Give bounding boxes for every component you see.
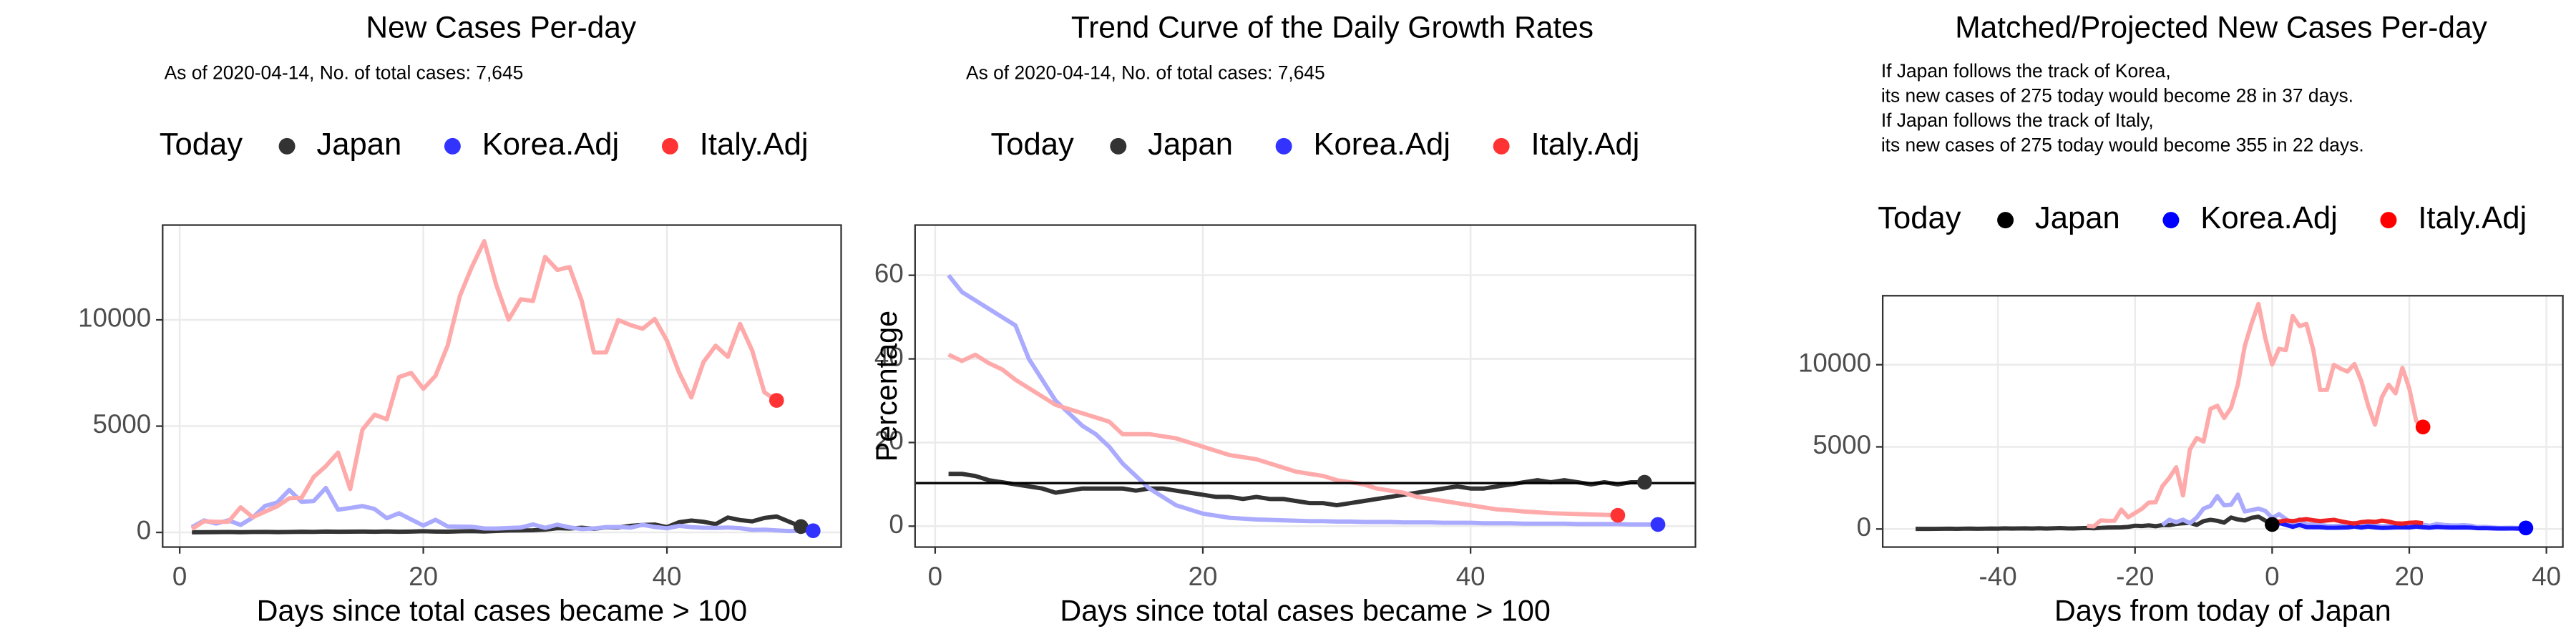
series-line — [2087, 301, 2425, 529]
plot-border — [914, 224, 1697, 548]
series-line — [190, 239, 778, 531]
legend-label: Japan — [2035, 201, 2120, 235]
legend-label: Italy.Adj — [1531, 127, 1639, 162]
y-tick-label: 60 — [874, 258, 904, 288]
x-tick-label: 20 — [2395, 562, 2424, 591]
chart-title: Matched/Projected New Cases Per-day — [1955, 11, 2487, 44]
subtitle: As of 2020-04-14, No. of total cases: 7,… — [966, 62, 1325, 83]
legend-label: Korea.Adj — [2200, 201, 2338, 235]
today-point — [2265, 517, 2280, 532]
plot-border — [162, 224, 842, 548]
plot-background — [914, 225, 1696, 547]
legend-label: Japan — [1148, 127, 1233, 162]
x-tick-label: 0 — [2265, 562, 2279, 591]
x-tick-label: 0 — [172, 562, 187, 591]
x-tick-label: 0 — [928, 562, 942, 591]
legend-marker — [1110, 137, 1127, 155]
y-tick-label: 10000 — [78, 303, 151, 333]
series-line — [948, 472, 1645, 508]
legend-marker — [2380, 212, 2397, 229]
subtitle: As of 2020-04-14, No. of total cases: 7,… — [165, 62, 524, 83]
y-tick-label: 5000 — [93, 409, 152, 439]
legend-label: Italy.Adj — [2418, 201, 2527, 235]
y-axis-label: Percentage — [870, 311, 903, 462]
today-point — [1650, 517, 1666, 532]
legend-title: Today — [160, 127, 243, 162]
plot-border — [1881, 295, 2564, 548]
legend-marker — [444, 137, 461, 155]
today-point — [2518, 520, 2534, 536]
legend-title: Today — [1878, 201, 1961, 235]
legend-label: Korea.Adj — [482, 127, 620, 162]
chart-title: Trend Curve of the Daily Growth Rates — [1071, 11, 1594, 44]
annotation: If Japan follows the track of Italy, — [1881, 109, 2154, 131]
chart-title: New Cases Per-day — [366, 11, 636, 44]
annotation: its new cases of 275 today would become … — [1881, 84, 2353, 106]
y-tick-label: 0 — [137, 516, 151, 545]
legend-label: Japan — [316, 127, 401, 162]
today-point — [1636, 474, 1652, 490]
series-line — [190, 485, 814, 534]
legend-title: Today — [990, 127, 1074, 162]
x-tick-label: 20 — [409, 562, 438, 591]
projection-line — [2271, 520, 2526, 531]
legend-label: Italy.Adj — [700, 127, 809, 162]
projection-line — [2271, 517, 2424, 527]
legend-marker — [1275, 137, 1292, 155]
y-tick-label: 0 — [889, 509, 903, 539]
legend-marker — [1493, 137, 1510, 155]
x-axis-label: Days since total cases became > 100 — [1060, 594, 1550, 627]
legend-marker — [1997, 212, 2014, 229]
x-tick-label: -20 — [2116, 562, 2154, 591]
x-tick-label: 40 — [1456, 562, 1485, 591]
annotation: If Japan follows the track of Korea, — [1881, 60, 2171, 82]
y-tick-label: 20 — [874, 426, 904, 455]
x-tick-label: 20 — [1189, 562, 1218, 591]
x-tick-label: -40 — [1979, 562, 2017, 591]
x-axis-label: Days from today of Japan — [2054, 594, 2391, 627]
today-point — [806, 523, 821, 539]
series-line — [947, 273, 1659, 527]
series-line — [947, 352, 1618, 518]
legend-label: Korea.Adj — [1313, 127, 1450, 162]
today-point — [1610, 507, 1626, 523]
plot-background — [162, 225, 841, 547]
annotation: its new cases of 275 today would become … — [1881, 134, 2364, 155]
y-tick-label: 10000 — [1798, 348, 1871, 377]
today-point — [794, 519, 809, 535]
x-tick-label: 40 — [653, 562, 682, 591]
series-line — [192, 514, 802, 535]
legend-marker — [2162, 212, 2180, 229]
today-point — [769, 393, 784, 408]
x-axis-label: Days since total cases became > 100 — [257, 594, 747, 627]
today-point — [2415, 419, 2431, 435]
x-tick-label: 40 — [2532, 562, 2561, 591]
legend-marker — [278, 137, 296, 155]
legend-marker — [661, 137, 678, 155]
y-tick-label: 5000 — [1813, 430, 1871, 459]
y-tick-label: 0 — [1857, 512, 1871, 542]
y-tick-label: 40 — [874, 342, 904, 371]
plot-background — [1883, 296, 2563, 547]
